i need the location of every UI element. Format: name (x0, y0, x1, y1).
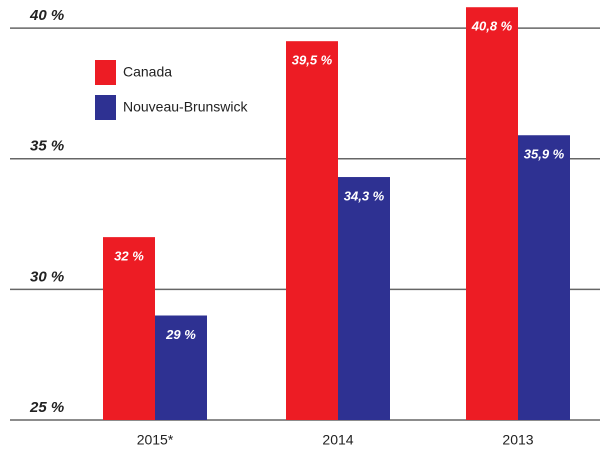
y-tick-label: 30 % (30, 268, 64, 285)
bar (155, 315, 207, 420)
value-label: 34,3 % (344, 188, 385, 203)
x-tick-label: 2015* (137, 432, 174, 448)
x-tick-label: 2014 (322, 432, 353, 448)
value-label: 40,8 % (471, 19, 513, 34)
y-tick-label: 35 % (30, 138, 64, 155)
legend-swatch (95, 95, 116, 120)
y-tick-label: 40 % (29, 7, 64, 24)
legend-swatch (95, 60, 116, 85)
value-label: 35,9 % (524, 147, 565, 162)
value-label: 32 % (114, 249, 144, 264)
bar (286, 41, 338, 420)
x-tick-label: 2013 (502, 432, 533, 448)
value-label: 29 % (165, 327, 196, 342)
y-tick-label: 25 % (29, 399, 64, 416)
legend-label: Canada (123, 64, 172, 80)
bar (103, 237, 155, 420)
bar (338, 177, 390, 420)
bar (518, 135, 570, 421)
bar (466, 7, 518, 420)
value-label: 39,5 % (292, 53, 333, 68)
legend-label: Nouveau-Brunswick (123, 99, 248, 115)
